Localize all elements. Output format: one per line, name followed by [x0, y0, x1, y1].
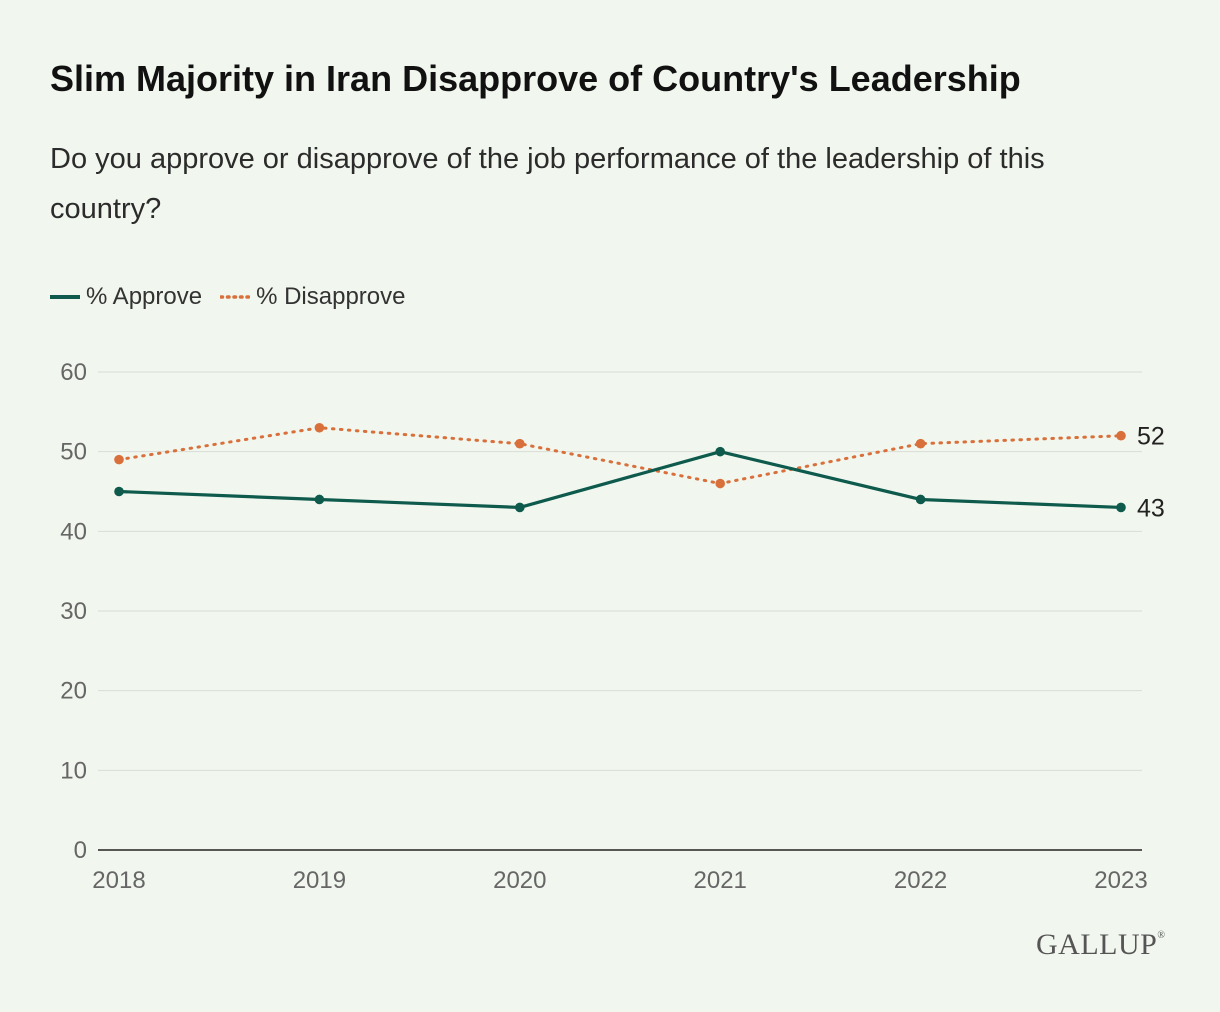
legend-item-disapprove: % Disapprove	[220, 283, 405, 311]
series-line-approve	[118, 450, 1122, 510]
data-point-disapprove-2021	[715, 478, 725, 489]
y-tick-label-40: 40	[60, 518, 87, 545]
y-tick-label-10: 10	[60, 757, 87, 784]
y-tick-label-60: 60	[60, 359, 87, 386]
end-label-disapprove: 52	[1137, 423, 1165, 451]
data-point-approve-2019	[314, 494, 325, 505]
data-point-approve-2021	[715, 446, 725, 457]
x-tick-label-2018: 2018	[92, 867, 145, 894]
y-tick-label-30: 30	[60, 598, 87, 625]
data-point-approve-2018	[114, 486, 124, 497]
y-tick-label-50: 50	[60, 439, 87, 466]
end-label-approve: 43	[1137, 494, 1165, 522]
data-point-disapprove-2019	[314, 422, 325, 433]
x-tick-label-2022: 2022	[894, 867, 947, 894]
legend-label-approve: % Approve	[86, 283, 203, 310]
data-point-approve-2023	[1116, 502, 1126, 513]
data-point-disapprove-2022	[915, 438, 926, 449]
x-tick-label-2020: 2020	[493, 867, 546, 894]
data-point-disapprove-2020	[515, 438, 525, 449]
data-point-disapprove-2023	[1116, 430, 1126, 441]
registered-mark: ®	[1157, 930, 1166, 941]
x-tick-label-2019: 2019	[293, 867, 346, 894]
gallup-logo: GALLUP®	[1036, 928, 1165, 962]
legend-swatch-approve	[50, 295, 80, 299]
legend-label-disapprove: % Disapprove	[256, 283, 406, 310]
x-tick-label-2021: 2021	[694, 867, 747, 894]
chart-subtitle: Do you approve or disapprove of the job …	[50, 143, 1045, 225]
series-line-disapprove	[117, 426, 1123, 486]
data-point-approve-2022	[915, 494, 926, 505]
chart-title: Slim Majority in Iran Disapprove of Coun…	[50, 58, 1021, 99]
legend-item-approve: % Approve	[50, 283, 202, 311]
data-point-disapprove-2018	[114, 454, 124, 465]
data-point-approve-2020	[515, 502, 525, 513]
x-tick-label-2023: 2023	[1094, 867, 1147, 894]
chart-legend: % Approve % Disapprove	[50, 280, 423, 314]
y-tick-label-0: 0	[74, 837, 87, 864]
legend-swatch-disapprove	[220, 295, 251, 299]
gallup-logo-text: GALLUP	[1036, 928, 1158, 961]
y-tick-label-20: 20	[60, 678, 87, 705]
